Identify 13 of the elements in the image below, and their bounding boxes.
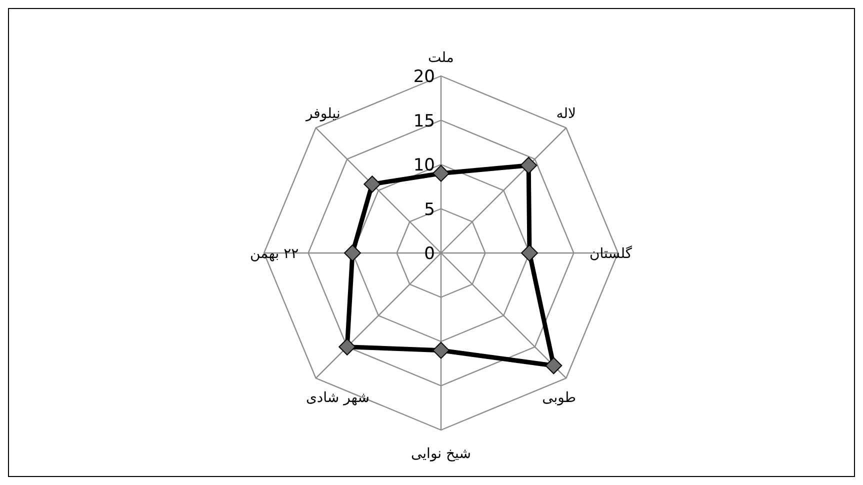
spoke-label: شیخ نوایی xyxy=(410,446,472,462)
spoke-label: طوبی xyxy=(542,390,576,406)
y-tick-label: 0 xyxy=(424,244,435,264)
spoke-label: لاله xyxy=(556,106,576,122)
spoke-label: نیلوفر xyxy=(304,106,340,122)
spoke-label: ۲۲ بهمن xyxy=(250,246,299,262)
spoke-label: گلستان xyxy=(589,245,632,262)
y-tick-label: 15 xyxy=(413,111,435,132)
spoke-label: ملت xyxy=(428,50,454,66)
y-tick-label: 20 xyxy=(413,67,435,87)
spoke-label: شهر شادی xyxy=(306,390,370,406)
y-tick-label: 10 xyxy=(413,156,435,176)
y-tick-label: 5 xyxy=(424,200,435,220)
